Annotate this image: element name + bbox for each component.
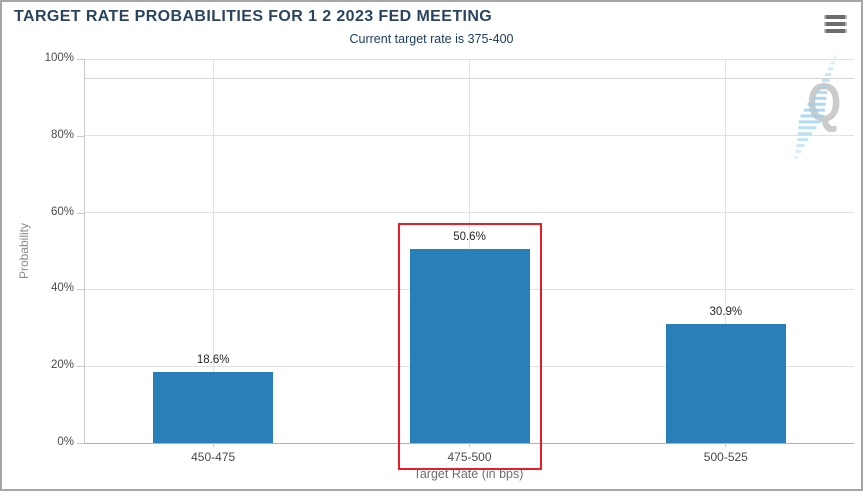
menu-bar <box>824 29 847 33</box>
x-tick-label: 500-525 <box>703 450 748 464</box>
y-tick-label: 20% <box>50 359 74 372</box>
bar-500-525[interactable] <box>665 324 786 443</box>
quikstrike-watermark-icon: Q <box>807 71 842 133</box>
gridline-y-80 <box>85 135 854 137</box>
x-axis-title: Target Rate (in bps) <box>413 467 524 481</box>
bar-value-label: 18.6% <box>196 353 230 366</box>
x-axis-tick <box>212 443 214 447</box>
y-axis-tick <box>77 212 84 214</box>
y-axis-tick <box>77 443 84 444</box>
plot-area: Q 18.6% 50.6% 30.9% 450-475 475-500 500-525 <box>77 55 854 470</box>
bar-value-label: 30.9% <box>709 306 743 319</box>
gridline-x-500-525 <box>725 59 727 443</box>
chart-context-menu-button[interactable] <box>824 15 851 35</box>
bar-450-475[interactable] <box>153 371 274 443</box>
bar-475-500[interactable] <box>409 248 530 443</box>
x-tick-label: 475-500 <box>447 450 492 464</box>
y-axis-tick <box>77 366 84 368</box>
y-axis-tick <box>77 135 84 137</box>
y-tick-label: 100% <box>44 52 74 64</box>
menu-bar <box>824 22 847 26</box>
hamburger-menu-icon <box>824 15 851 33</box>
gridline-y-60 <box>85 212 854 214</box>
y-tick-label: 40% <box>50 282 74 295</box>
x-axis-tick <box>469 443 470 447</box>
x-tick-label: 450-475 <box>191 450 236 464</box>
y-tick-label: 80% <box>50 128 74 141</box>
bar-value-label: 50.6% <box>453 230 486 243</box>
gridline-extra <box>85 77 854 79</box>
y-tick-label: 0% <box>57 436 74 448</box>
watermark-swoosh-icon <box>793 55 837 159</box>
x-axis-tick <box>725 443 727 447</box>
y-axis-labels: 0% 20% 40% 60% 80% 100% <box>2 52 74 448</box>
y-axis-tick <box>77 289 84 291</box>
chart-title: TARGET RATE PROBABILITIES FOR 1 2 2023 F… <box>14 8 493 25</box>
gridline-x-450-475 <box>212 59 214 443</box>
menu-bar <box>824 15 847 19</box>
gridline-y-100 <box>85 58 854 60</box>
chart-subtitle: Current target rate is 375-400 <box>349 32 514 46</box>
y-axis-tick <box>77 59 84 60</box>
y-tick-label: 60% <box>50 205 74 218</box>
bars-layer: 18.6% 50.6% 30.9% <box>85 59 854 443</box>
